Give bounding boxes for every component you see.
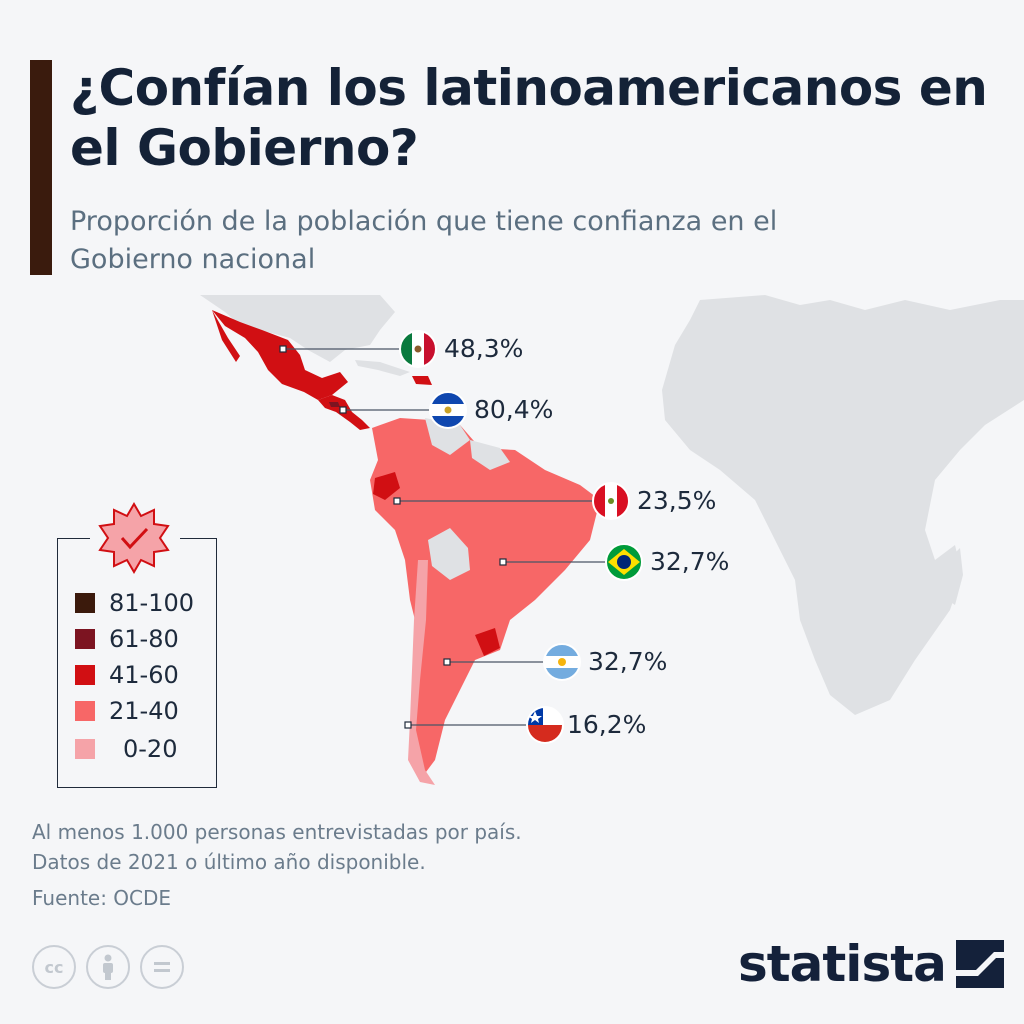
statista-logo[interactable]: statista [738, 935, 1004, 993]
chile-value: 16,2% [567, 710, 647, 739]
brand-text: statista [738, 935, 947, 993]
chile-flag-icon [527, 707, 563, 743]
africa-shape [662, 295, 1024, 715]
license-icons: cc [32, 945, 184, 989]
legend-item-21-40: 21-40 [75, 696, 179, 726]
legend-label: 41-60 [109, 661, 179, 689]
south-america-shape [370, 418, 600, 780]
legend-label: 0-20 [123, 735, 178, 763]
el-salvador-value: 80,4% [474, 395, 554, 424]
legend-item-61-80: 61-80 [75, 624, 179, 654]
legend-label: 81-100 [109, 589, 195, 617]
by-icon[interactable] [86, 945, 130, 989]
cuba-shape [355, 360, 410, 376]
cc-icon[interactable]: cc [32, 945, 76, 989]
check-badge-icon [98, 502, 170, 574]
brazil-value: 32,7% [650, 547, 730, 576]
peru-value: 23,5% [637, 486, 717, 515]
legend-label: 61-80 [109, 625, 179, 653]
nd-icon[interactable] [140, 945, 184, 989]
legend-label: 21-40 [109, 697, 179, 725]
mexico-value: 48,3% [444, 334, 524, 363]
guianas-shape [470, 440, 510, 470]
bolivia-shape [428, 528, 470, 580]
footnote-year: Datos de 2021 o último año disponible. [32, 850, 426, 874]
legend-swatch [75, 739, 95, 759]
north-america-shape [200, 295, 395, 362]
source: Fuente: OCDE [32, 886, 172, 910]
hispaniola-shape [412, 376, 432, 385]
map [200, 295, 1024, 785]
legend-swatch [75, 701, 95, 721]
statista-mark-icon [955, 940, 1004, 988]
page-subtitle: Proporción de la población que tiene con… [70, 206, 778, 275]
mexico-shape [212, 310, 348, 400]
page-title: ¿Confían los latinoamericanos en el Gobi… [70, 59, 988, 177]
legend-swatch [75, 665, 95, 685]
footnote-sample: Al menos 1.000 personas entrevistadas po… [32, 820, 522, 844]
venezuela-shape [425, 418, 470, 455]
uruguay-shape [475, 628, 500, 656]
argentina-value: 32,7% [588, 647, 668, 676]
chile-shape [408, 560, 435, 785]
legend-item-0-20: 0-20 [75, 734, 177, 764]
brazil-flag-icon [606, 544, 642, 580]
el-salvador-shape [329, 402, 340, 407]
legend-swatch [75, 593, 95, 613]
legend-swatch [75, 629, 95, 649]
madagascar-shape [945, 548, 963, 605]
accent-bar [30, 60, 52, 275]
baja-california-shape [212, 310, 240, 362]
ecuador-shape [373, 472, 400, 500]
legend-item-41-60: 41-60 [75, 660, 179, 690]
legend-item-81-100: 81-100 [75, 588, 194, 618]
